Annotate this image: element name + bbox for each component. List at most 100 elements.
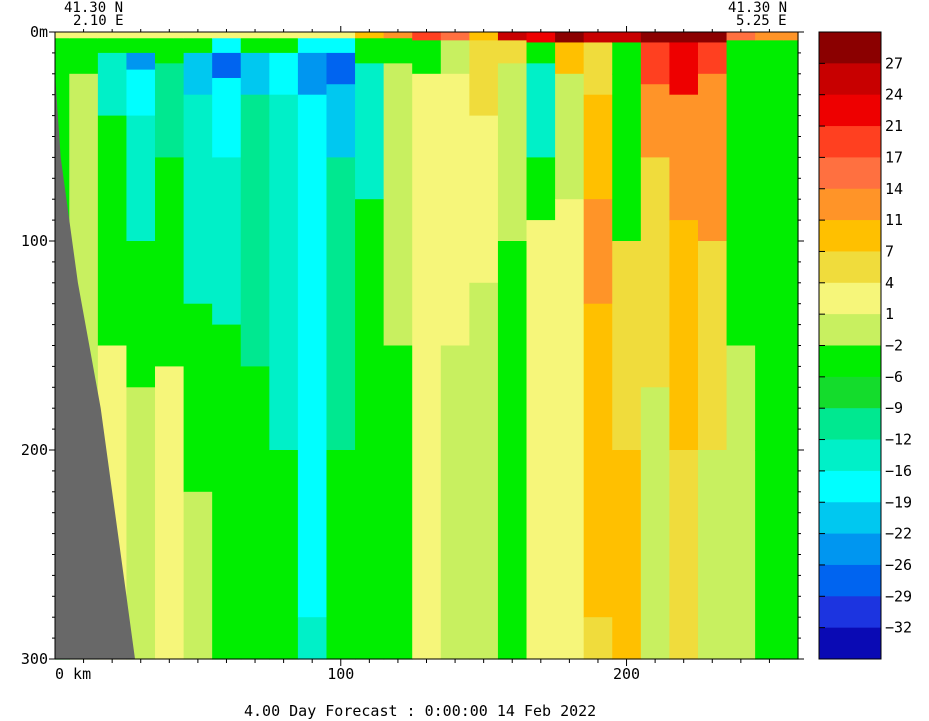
colorbar-label: 24 bbox=[885, 86, 903, 104]
colorbar-swatch bbox=[819, 63, 881, 96]
right-latitude: 41.30 N bbox=[728, 0, 787, 16]
field-cell bbox=[355, 38, 385, 64]
colorbar-label: 7 bbox=[885, 242, 894, 260]
field-cell bbox=[269, 52, 299, 96]
field-cell bbox=[440, 32, 470, 41]
field-cell bbox=[240, 32, 270, 39]
field-cell bbox=[126, 38, 156, 54]
field-cell bbox=[183, 303, 213, 493]
field-cell bbox=[669, 450, 699, 660]
field-cell bbox=[297, 94, 328, 618]
field-cell bbox=[612, 241, 642, 451]
field-cell bbox=[297, 52, 328, 96]
y-axis: 0m 100 200 300 bbox=[21, 23, 804, 668]
colorbar-label: −22 bbox=[885, 525, 912, 543]
field-cell bbox=[297, 617, 328, 660]
field-cell bbox=[640, 387, 671, 660]
field-cell bbox=[383, 32, 413, 39]
field-cell bbox=[640, 157, 671, 388]
colorbar-label: −9 bbox=[885, 399, 903, 417]
field-cell bbox=[497, 32, 528, 41]
field-cell bbox=[669, 94, 699, 221]
field-cell bbox=[355, 32, 385, 39]
field-cell bbox=[183, 52, 213, 96]
x-tick-label: 200 bbox=[613, 665, 640, 683]
field-cell bbox=[212, 32, 242, 39]
field-cell bbox=[440, 73, 470, 347]
field-cell bbox=[612, 450, 642, 660]
field-cell bbox=[783, 40, 799, 451]
field-cell bbox=[583, 303, 613, 618]
left-latitude: 41.30 N bbox=[64, 0, 123, 16]
colorbar-swatch bbox=[819, 564, 881, 597]
colorbar-label: −26 bbox=[885, 556, 912, 574]
field-cell bbox=[240, 38, 270, 54]
field-cell bbox=[126, 69, 156, 117]
field-cell bbox=[97, 32, 128, 39]
field-cell bbox=[697, 42, 728, 75]
colorbar-label: 1 bbox=[885, 305, 894, 323]
field-cell bbox=[669, 32, 699, 44]
right-longitude: 5.25 E bbox=[736, 13, 787, 29]
field-cell bbox=[526, 157, 556, 221]
field-cell bbox=[726, 32, 756, 41]
field-cell bbox=[326, 52, 356, 85]
land-mask bbox=[55, 73, 135, 660]
field-cell bbox=[440, 345, 470, 660]
field-cell bbox=[269, 32, 299, 39]
field-cell bbox=[97, 115, 128, 347]
field-cell bbox=[183, 94, 213, 305]
field-cell bbox=[212, 38, 242, 54]
field-cell bbox=[183, 38, 213, 54]
colorbar-label: 21 bbox=[885, 117, 903, 135]
field-cell bbox=[383, 345, 413, 660]
colorbar-label: −29 bbox=[885, 587, 912, 605]
colorbar-label: 4 bbox=[885, 274, 894, 292]
field-cell bbox=[526, 32, 556, 44]
colorbar-label: 14 bbox=[885, 180, 903, 198]
field-cell bbox=[497, 63, 528, 242]
colorbar-swatch bbox=[819, 126, 881, 158]
field-cell bbox=[669, 42, 699, 96]
colorbar-swatch bbox=[819, 282, 881, 315]
field-cell bbox=[297, 38, 328, 54]
field-cell bbox=[640, 42, 671, 85]
field-cell bbox=[583, 94, 613, 200]
y-tick-label: 100 bbox=[21, 232, 48, 250]
y-tick-label: 300 bbox=[21, 650, 48, 668]
field-cell bbox=[555, 199, 585, 660]
colorbar-label: −16 bbox=[885, 462, 912, 480]
field-cell bbox=[612, 42, 642, 75]
field-cell bbox=[697, 241, 728, 451]
colorbar-label: −12 bbox=[885, 431, 912, 449]
field-cell bbox=[69, 32, 99, 39]
field-cell bbox=[355, 199, 385, 660]
field-cell bbox=[783, 32, 799, 41]
field-cell bbox=[497, 40, 528, 64]
field-cell bbox=[469, 32, 499, 41]
field-cell bbox=[269, 450, 299, 660]
colorbar-swatch bbox=[819, 220, 881, 252]
field-cell bbox=[583, 617, 613, 660]
colorbar-swatch bbox=[819, 627, 881, 660]
field-cell bbox=[326, 38, 356, 54]
field-cell bbox=[440, 40, 470, 75]
colorbar-swatch bbox=[819, 188, 881, 221]
field-cell bbox=[697, 32, 728, 44]
field-cell bbox=[183, 32, 213, 39]
field-cell bbox=[212, 77, 242, 158]
y-tick-label: 200 bbox=[21, 441, 48, 459]
x-tick-label: 100 bbox=[327, 665, 354, 683]
field-cell bbox=[412, 32, 442, 41]
field-cell bbox=[55, 32, 70, 39]
field-cell bbox=[412, 73, 442, 660]
colorbar-swatch bbox=[819, 157, 881, 190]
field-cell bbox=[640, 84, 671, 158]
field-cell bbox=[383, 38, 413, 64]
field-cell bbox=[126, 115, 156, 242]
left-longitude: 2.10 E bbox=[73, 13, 124, 29]
field-cell bbox=[240, 94, 270, 367]
colorbar-swatch bbox=[819, 376, 881, 409]
y-tick-label: 0m bbox=[30, 23, 48, 41]
